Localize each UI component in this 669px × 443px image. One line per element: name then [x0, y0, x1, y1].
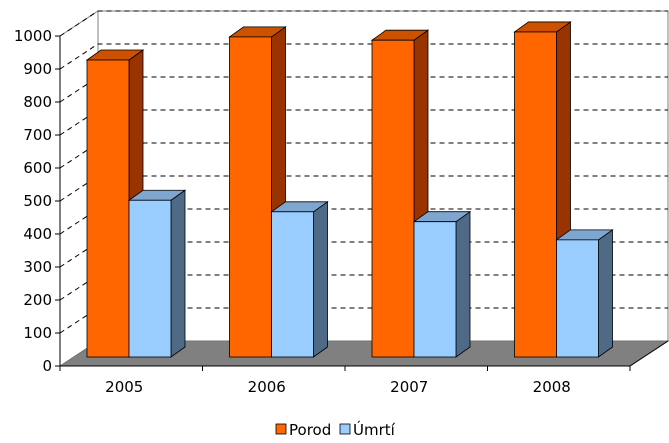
y-tick-label: 0: [42, 357, 52, 375]
bar-side: [313, 201, 328, 358]
x-tick-label: 2005: [105, 378, 143, 396]
bar-side: [170, 189, 186, 358]
bar-mrt-2006: [270, 201, 329, 358]
bar-front: [271, 211, 314, 358]
gridline: [59, 43, 668, 70]
x-tick-label: 2006: [248, 378, 286, 396]
bar-front: [556, 239, 599, 358]
bar-side: [455, 210, 471, 358]
bar-mrt-2007: [412, 210, 472, 358]
gridline: [59, 10, 668, 37]
bars: [85, 21, 614, 358]
gridline: [59, 76, 668, 103]
bar-front: [128, 199, 172, 358]
bar-mrt-2008: [555, 229, 614, 358]
gridline: [59, 109, 668, 136]
bar-front: [413, 221, 457, 358]
y-tick-label: 400: [23, 225, 52, 243]
legend-item: Úmrtí: [339, 420, 396, 439]
x-tick-label: 2007: [390, 378, 428, 396]
y-tick-label: 700: [23, 126, 52, 144]
bar-mrt-2005: [127, 189, 187, 358]
bar-front: [371, 39, 415, 358]
y-tick-label: 100: [23, 324, 52, 342]
y-tick-label: 900: [23, 60, 52, 78]
y-tick-label: 600: [23, 159, 52, 177]
legend-label: Úmrtí: [353, 420, 396, 439]
legend: Porod Úmrtí: [275, 420, 396, 439]
y-tick-label: 800: [23, 93, 52, 111]
bar-side: [598, 229, 613, 358]
x-axis-ticks: 2005 2006 2007 2008: [59, 366, 631, 396]
gridline: [59, 142, 668, 169]
legend-swatch: [275, 423, 287, 435]
legend-label: Porod: [289, 421, 331, 439]
y-tick-label: 500: [23, 192, 52, 210]
floor-right-edge: [629, 340, 669, 367]
y-tick-label: 1000: [14, 27, 52, 45]
bar-front: [229, 36, 272, 358]
legend-swatch: [339, 423, 351, 435]
y-tick-label: 200: [23, 291, 52, 309]
y-axis-ticks: 0 100 200 300 400 500 600 700 800 900 1000: [14, 27, 60, 375]
legend-item: Porod: [275, 421, 331, 439]
bar-front: [514, 31, 557, 358]
bar-front: [86, 59, 130, 358]
y-tick-label: 300: [23, 258, 52, 276]
x-tick-label: 2008: [533, 378, 571, 396]
